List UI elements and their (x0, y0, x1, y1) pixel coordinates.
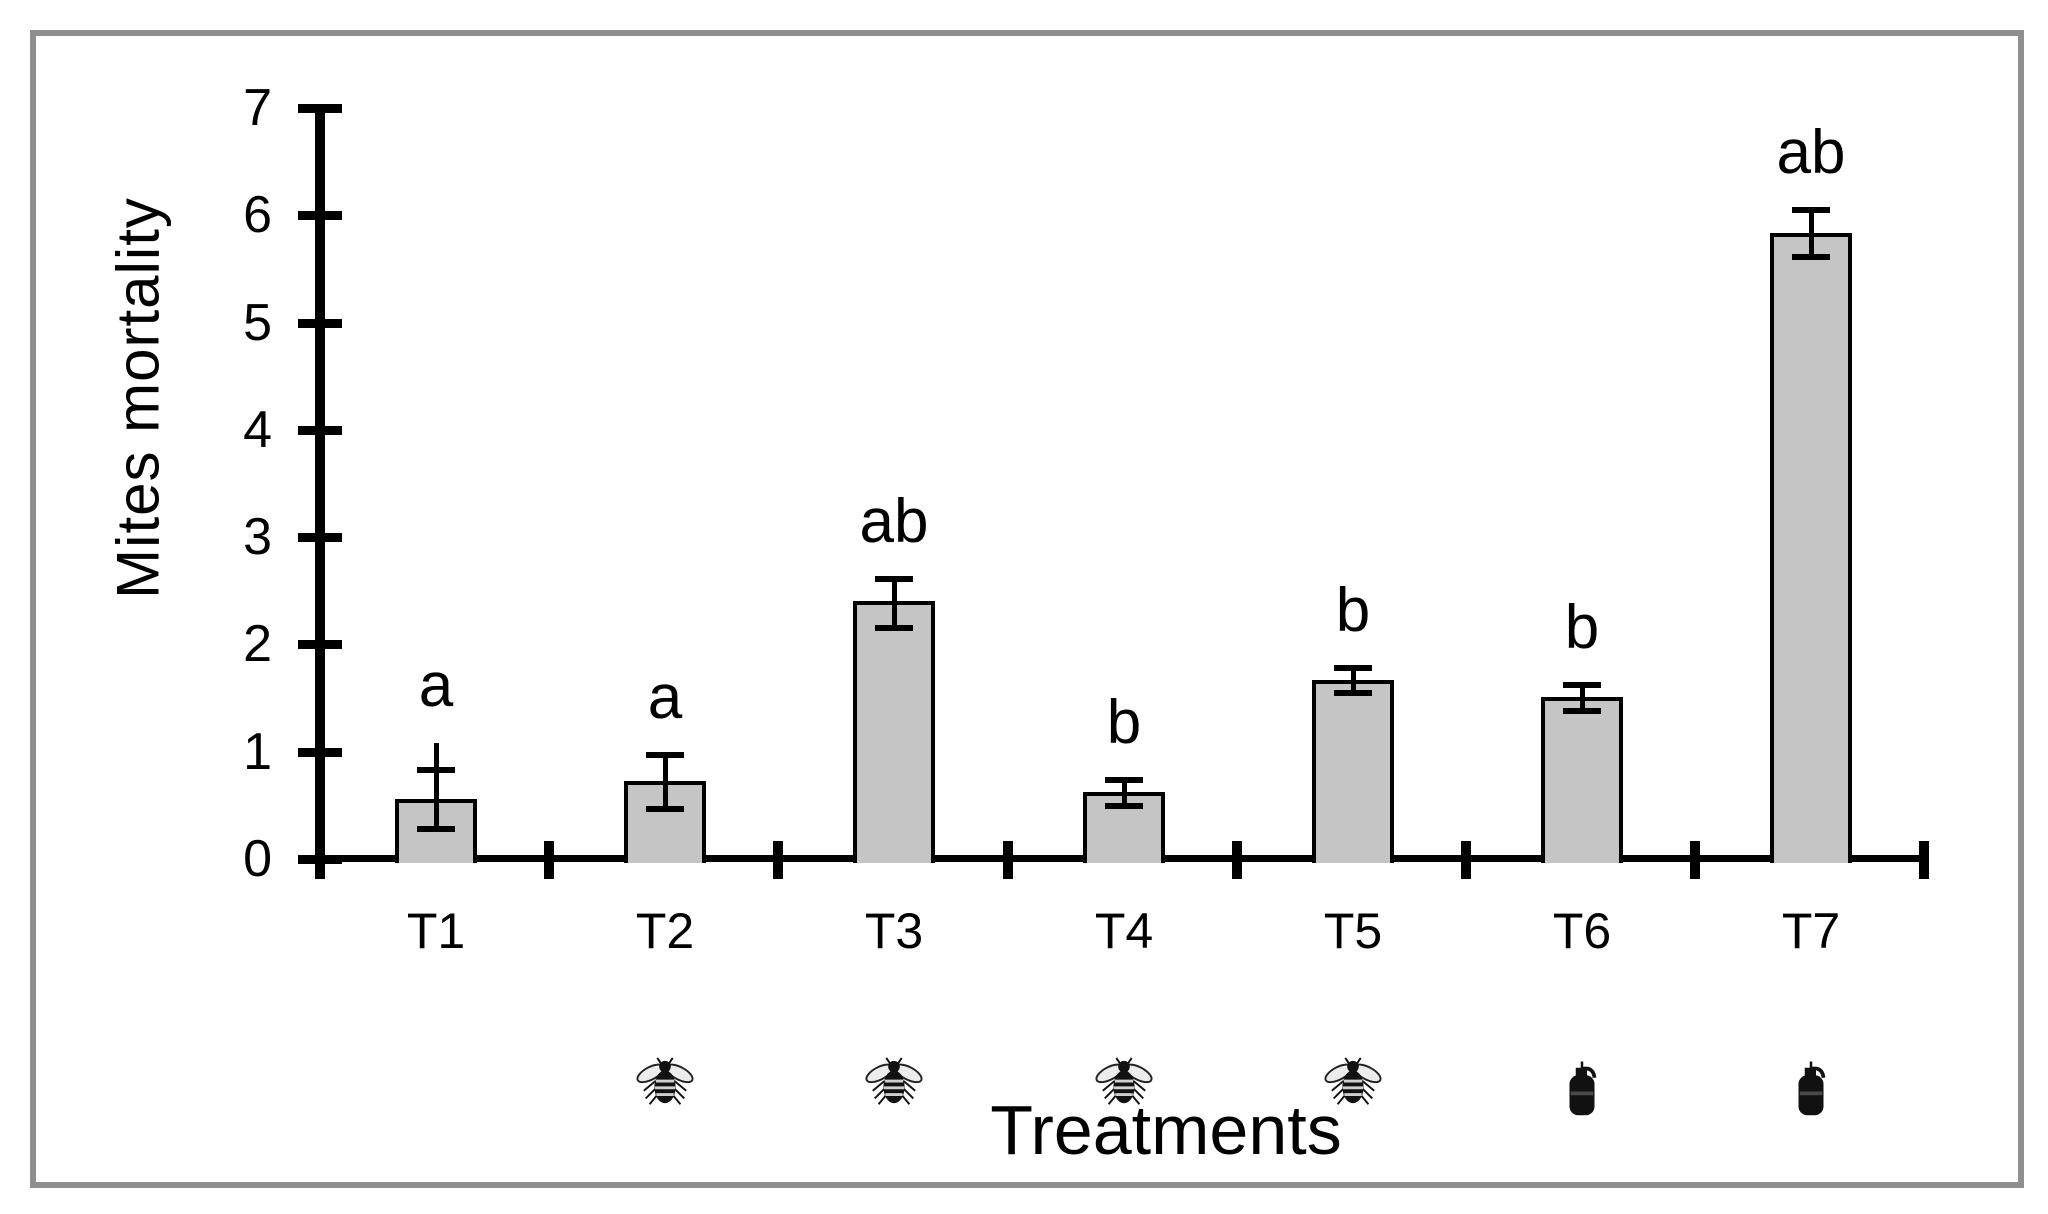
y-axis-tick (298, 104, 342, 113)
error-bar-cap-top (417, 767, 455, 773)
category-label: T6 (1552, 903, 1612, 959)
x-axis-title: Treatments (990, 1091, 1342, 1169)
significance-letter: b (1564, 593, 1600, 662)
bee-icon (1093, 1056, 1155, 1110)
category-label: T4 (1094, 903, 1154, 959)
error-bar-stem (1809, 210, 1814, 257)
y-axis-tick (298, 319, 342, 328)
bee-icon (1322, 1056, 1384, 1110)
bar (1770, 233, 1852, 863)
y-axis-tick (298, 533, 342, 542)
error-bar-cap-bottom (646, 806, 684, 812)
y-tick-label: 0 (243, 830, 272, 888)
y-tick-label: 3 (243, 508, 272, 566)
significance-letter: a (418, 651, 454, 720)
error-bar-cap-top (875, 576, 913, 582)
sprayer-icon (1562, 1060, 1602, 1118)
y-axis-tick (298, 748, 342, 757)
y-tick-label: 5 (243, 294, 272, 352)
error-bar-stem (892, 579, 897, 628)
significance-letter: ab (1776, 118, 1846, 187)
error-bar-cap-bottom (1105, 803, 1143, 809)
category-label: T7 (1781, 903, 1841, 959)
error-bar-cap-bottom (1792, 254, 1830, 260)
x-axis-tick (544, 841, 554, 879)
error-bar-cap-top (1105, 777, 1143, 783)
error-bar-cap-bottom (1563, 708, 1601, 714)
significance-letter: ab (859, 487, 929, 556)
x-axis-tick (1461, 841, 1471, 879)
y-axis-tick (298, 211, 342, 220)
y-axis-line (315, 104, 325, 879)
bee-icon (634, 1056, 696, 1110)
error-bar-stem (1122, 780, 1127, 807)
category-label: T2 (635, 903, 695, 959)
error-bar-cap-top (1563, 682, 1601, 688)
y-tick-label: 6 (243, 186, 272, 244)
category-label: T3 (864, 903, 924, 959)
error-bar-cap-top (1334, 665, 1372, 671)
error-bar-cap-top (646, 752, 684, 758)
significance-letter: b (1335, 576, 1371, 645)
error-bar-cap-top (1792, 207, 1830, 213)
x-axis-tick (1690, 841, 1700, 879)
error-bar-cap-bottom (1334, 690, 1372, 696)
sprayer-icon (1791, 1060, 1831, 1118)
x-axis-tick (773, 841, 783, 879)
x-axis-tick (315, 841, 325, 879)
y-axis-tick (298, 640, 342, 649)
bar (853, 601, 935, 863)
error-bar-cap-bottom (875, 625, 913, 631)
error-bar-cap-bottom (417, 826, 455, 832)
x-axis-tick (1232, 841, 1242, 879)
y-tick-label: 2 (243, 615, 272, 673)
significance-letter: a (647, 663, 683, 732)
y-tick-label: 7 (243, 79, 272, 137)
y-tick-label: 1 (243, 723, 272, 781)
error-bar-stem (1351, 668, 1356, 693)
y-tick-label: 4 (243, 401, 272, 459)
x-axis-tick (1919, 841, 1929, 879)
bee-icon (863, 1056, 925, 1110)
figure-border-frame (30, 30, 2024, 1188)
error-bar-stem (663, 755, 668, 809)
error-bar-stem (1580, 685, 1585, 711)
x-axis-tick (1003, 841, 1013, 879)
category-label: T5 (1323, 903, 1383, 959)
category-label: T1 (406, 903, 466, 959)
y-axis-tick (298, 426, 342, 435)
significance-letter: b (1106, 688, 1142, 757)
error-bar-stem (434, 743, 439, 829)
bar (1541, 697, 1623, 863)
bar (1312, 680, 1394, 863)
